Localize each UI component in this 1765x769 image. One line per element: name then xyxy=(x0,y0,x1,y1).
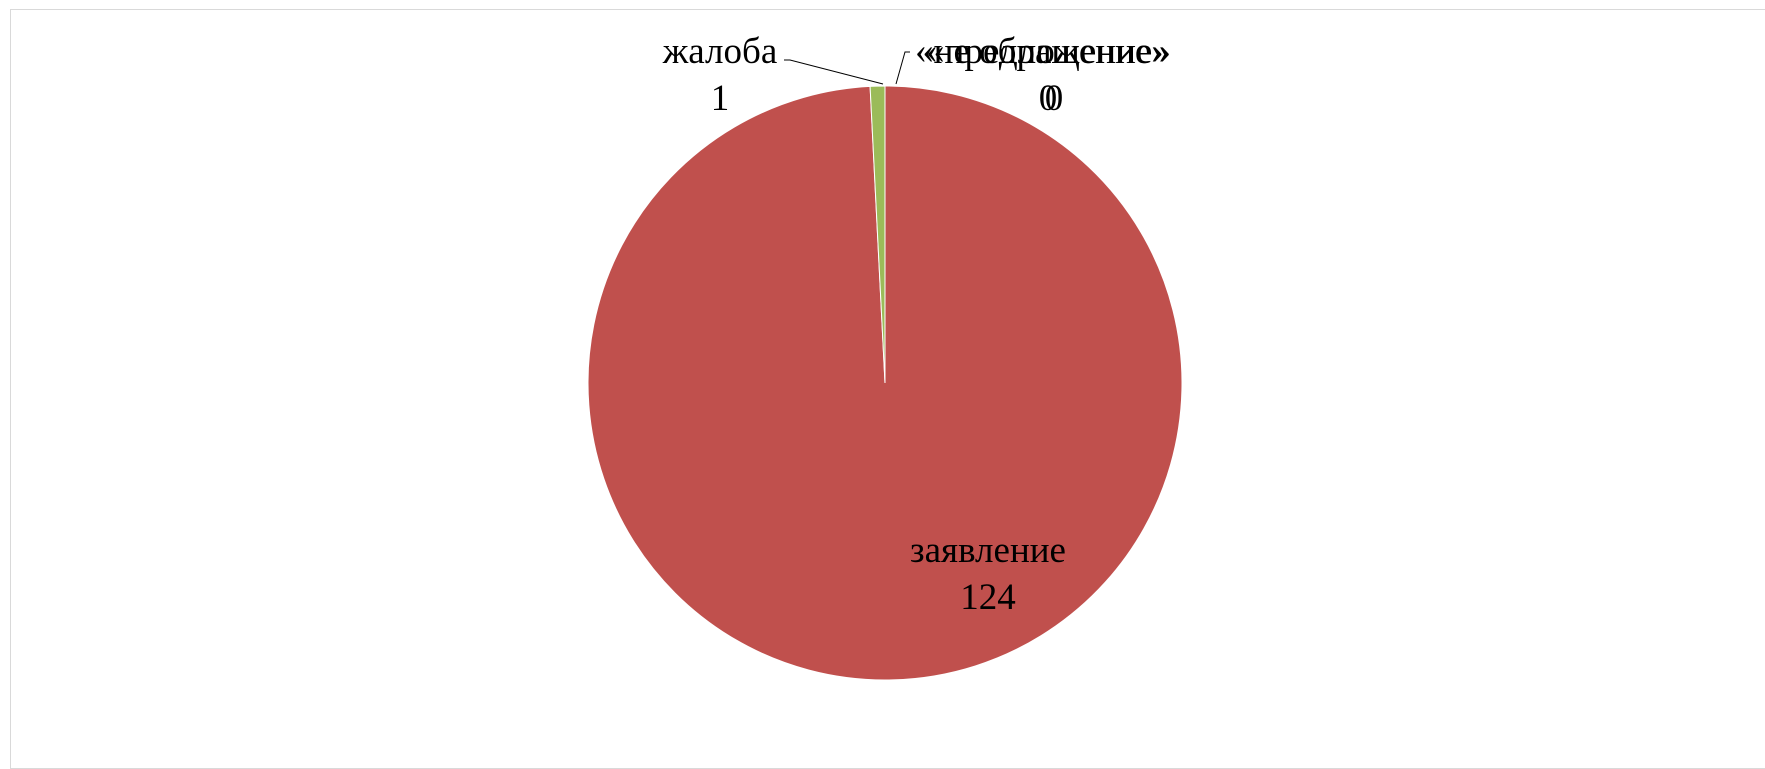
leader-line-predlozhenie xyxy=(895,51,910,85)
data-label-neobrashchenie-name: «не обращение» xyxy=(915,31,1171,72)
leader-line-zhaloba xyxy=(784,59,884,85)
data-label-zhaloba-name: жалоба xyxy=(662,31,778,72)
pie-slices xyxy=(587,85,1183,681)
data-label-zayavlenie-value: 124 xyxy=(960,577,1016,618)
leader-lines xyxy=(784,51,910,85)
data-label-zayavlenie-name: заявление xyxy=(910,530,1066,571)
data-label-neobrashchenie-value: 0 xyxy=(1039,78,1058,119)
data-label-predlozhenie-name: «предложение» xyxy=(926,31,1170,72)
data-label-zhaloba-value: 1 xyxy=(711,78,730,119)
data-label-predlozhenie-value: 0 xyxy=(1045,78,1064,119)
